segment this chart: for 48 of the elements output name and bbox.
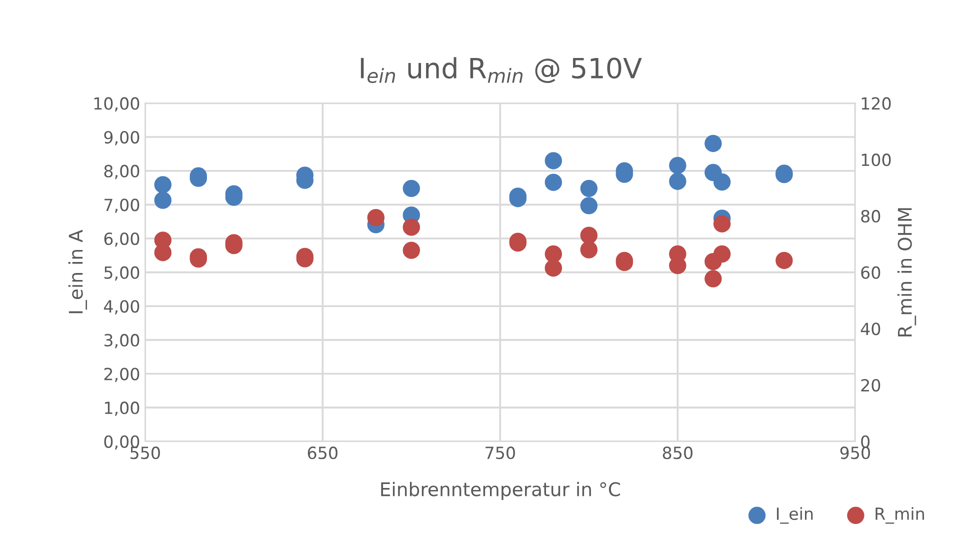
point [580, 197, 598, 214]
y-tick-label: 7,00 [104, 198, 140, 213]
y-tick-label: 9,00 [104, 130, 140, 146]
point [669, 172, 686, 190]
y-tick-label: 2,00 [104, 368, 140, 382]
y-tick-label: 1,00 [104, 402, 140, 416]
x-tick-label: 750 [486, 446, 515, 460]
point [580, 180, 598, 198]
legend-label: R_min [876, 507, 924, 524]
point [544, 174, 562, 191]
y-tick-label: 6,00 [104, 232, 140, 247]
y2-tick-label: 60 [861, 266, 880, 279]
point [580, 226, 598, 244]
y2-tick-label: 20 [861, 378, 880, 392]
y-tick-label: 4,00 [104, 300, 140, 314]
x-tick-label: 650 [308, 446, 338, 460]
chart-title: I$_{ein}$ und R$_{min}$ @ 510V [360, 57, 642, 84]
x-axis-title: Einbrenntemperatur in °C [381, 482, 620, 500]
point [544, 245, 562, 263]
y-axis-title: I_ein in A [68, 230, 87, 314]
x-tick-label: 950 [840, 446, 870, 460]
point [580, 241, 598, 258]
y2-tick-label: 80 [861, 210, 880, 223]
point [154, 176, 172, 194]
legend-label: I_ein [776, 507, 813, 524]
point [402, 180, 420, 198]
point [402, 242, 420, 259]
y2-axis-title: R_min in OHM [897, 208, 916, 336]
y-tick-label: 5,00 [104, 266, 140, 281]
y2-tick-label: 100 [862, 154, 891, 166]
point [402, 218, 420, 236]
y-tick-label: 3,00 [104, 334, 140, 348]
point [154, 192, 172, 209]
point [713, 245, 731, 263]
y2-tick-label: 120 [862, 97, 891, 110]
point [544, 259, 562, 277]
point [713, 215, 731, 232]
point [776, 252, 793, 270]
point [713, 173, 731, 191]
point [704, 134, 722, 152]
y-tick-label: 8,00 [104, 164, 140, 180]
x-tick-label: 850 [662, 446, 692, 460]
point [669, 156, 686, 174]
y-tick-label: 10,00 [94, 97, 140, 112]
point [367, 209, 385, 226]
point [544, 152, 562, 170]
y2-tick-label: 40 [860, 322, 880, 336]
point [704, 270, 722, 288]
